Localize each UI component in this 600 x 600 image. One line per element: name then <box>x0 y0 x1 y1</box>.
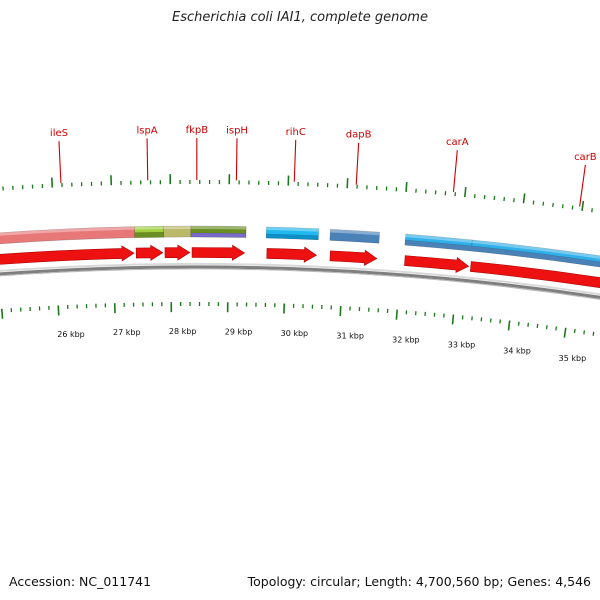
gene-label-dapB: dapB <box>346 130 372 141</box>
outer-tick <box>542 201 545 206</box>
backbone-highlight <box>0 263 600 296</box>
gene-label-fkpB: fkpB <box>186 125 209 136</box>
gene-label-rihC: rihC <box>286 127 306 138</box>
scale-label: 27 kbp <box>113 328 141 337</box>
inner-tick <box>507 320 511 331</box>
genome-summary: Topology: circular; Length: 4,700,560 bp… <box>247 574 591 589</box>
inner-tick <box>592 331 595 336</box>
outer-tick <box>571 205 574 210</box>
gene-subband-isph <box>190 232 247 238</box>
inner-tick <box>527 322 530 327</box>
gene-leader-ispH <box>235 138 238 181</box>
gene-leader-ileS <box>58 141 62 184</box>
gene-label-ileS: ileS <box>50 128 68 139</box>
gene-subband-rihc <box>265 233 319 241</box>
outer-tick <box>591 208 593 213</box>
scale-label: 26 kbp <box>57 330 85 339</box>
gene-blocks <box>0 225 600 268</box>
inner-tick <box>583 330 586 335</box>
gene-subband-carab <box>404 239 600 268</box>
gene-label-ispH: ispH <box>226 125 248 136</box>
gene-block-dapB <box>329 229 381 244</box>
gene-block-shine-fkpB <box>163 226 191 230</box>
scale-label: 29 kbp <box>225 327 253 336</box>
outer-tick <box>405 181 408 193</box>
backbone-line <box>0 265 600 299</box>
scale-label: 34 kbp <box>503 347 531 356</box>
inner-tick <box>1 308 4 319</box>
gene-label-lspA: lspA <box>136 125 157 136</box>
scale-label: 30 kbp <box>281 329 309 338</box>
gene-label-carA: carA <box>446 137 469 148</box>
scale-label: 32 kbp <box>392 335 420 344</box>
cds-arrow-carA <box>404 255 470 274</box>
genome-title: Escherichia coli IAI1, complete genome <box>172 10 428 25</box>
backbone-shadow <box>0 268 600 300</box>
gene-leader-dapB <box>355 142 360 185</box>
genome-backbone <box>0 263 600 300</box>
cds-arrow-dapB <box>329 249 378 266</box>
gene-leader-lspA <box>146 138 149 181</box>
cds-arrow-carB <box>469 261 600 289</box>
inner-tick <box>339 305 342 317</box>
gene-block-shine-lspA <box>134 226 164 230</box>
gene-label-carB: carB <box>574 152 597 163</box>
scale-label: 28 kbp <box>169 327 197 336</box>
accession-text: Accession: NC_011741 <box>9 574 152 589</box>
scale-label: 33 kbp <box>448 340 476 349</box>
inner-tick <box>545 325 548 330</box>
outer-tick <box>552 202 554 208</box>
inner-tick <box>395 309 398 320</box>
cds-arrow-fkpB <box>164 244 191 261</box>
gene-subband-lspa <box>134 231 164 238</box>
gene-block-shine-dapB <box>330 229 380 236</box>
inner-tick <box>573 328 576 334</box>
gene-block-shine-ispH <box>190 225 247 230</box>
gene-leader-rihC <box>293 139 297 182</box>
inner-tick <box>555 326 558 331</box>
gene-block-shine-carB <box>472 240 600 259</box>
outer-tick <box>346 178 349 189</box>
cds-arrow-rihC <box>266 246 318 263</box>
inner-tick <box>451 314 455 325</box>
outer-tick <box>522 193 526 204</box>
gene-labels: ileS lspA fkpB ispH rihC dapB carA carB <box>50 125 597 207</box>
cds-arrows <box>0 244 600 289</box>
outer-tick <box>561 204 564 209</box>
gene-block-shine-rihC <box>266 226 319 232</box>
gene-leader-carB <box>579 164 586 207</box>
inner-tick <box>536 323 539 329</box>
gene-block-shine-carA <box>405 234 473 243</box>
cds-arrow-ileS <box>0 245 135 265</box>
inner-tick <box>563 327 567 338</box>
scale-label: 35 kbp <box>559 354 587 363</box>
tick-marks <box>1 174 595 338</box>
scale-label: 31 kbp <box>336 332 364 341</box>
inner-tick <box>57 305 60 316</box>
outer-tick <box>50 177 54 188</box>
gene-block-shine-ileS <box>0 226 135 236</box>
outer-tick <box>581 200 585 211</box>
gene-leader-carA <box>452 150 458 193</box>
outer-tick <box>464 187 467 198</box>
cds-arrow-lspA <box>135 244 164 261</box>
cds-arrow-ispH <box>191 244 246 261</box>
scale-labels: 26 kbp 27 kbp 28 kbp 29 kbp 30 kbp 31 kbp 32 k… <box>57 327 586 363</box>
